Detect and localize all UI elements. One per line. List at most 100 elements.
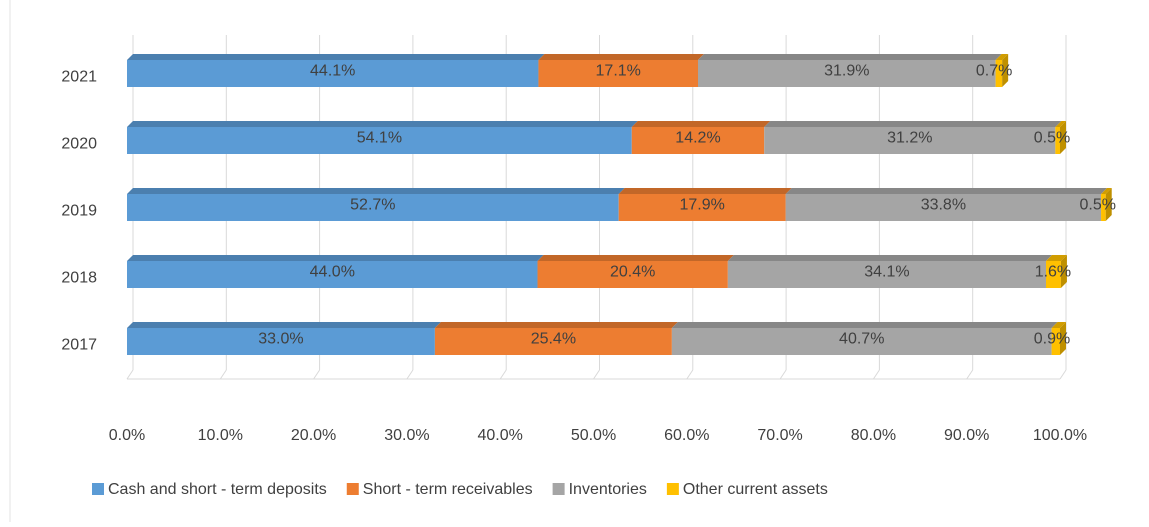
legend-swatch xyxy=(346,483,359,495)
bar-top xyxy=(995,54,1009,60)
grid-floor xyxy=(1059,369,1067,380)
grid-floor xyxy=(313,369,321,380)
grid-floor xyxy=(593,369,600,380)
x-tick-label: 30.0% xyxy=(384,427,429,444)
y-tick-label: 2017 xyxy=(61,337,97,354)
bar-top xyxy=(631,121,771,127)
x-tick-label: 80.0% xyxy=(851,427,896,444)
data-label: 40.7% xyxy=(839,331,884,348)
data-label: 0.7% xyxy=(976,63,1012,80)
legend-swatch xyxy=(92,483,104,495)
data-label: 0.5% xyxy=(1079,197,1115,214)
data-label: 0.9% xyxy=(1034,331,1070,348)
bar xyxy=(995,60,1003,87)
data-label: 54.1% xyxy=(357,130,402,147)
data-label: 25.4% xyxy=(531,331,576,348)
bar xyxy=(764,127,1056,154)
y-tick-label: 2019 xyxy=(61,203,97,220)
bar xyxy=(631,127,765,154)
bar xyxy=(127,127,632,154)
bar-top xyxy=(785,188,1108,194)
grid-floor xyxy=(686,369,694,380)
bar-side xyxy=(1060,255,1067,288)
bar-side xyxy=(1105,188,1112,221)
legend-swatch xyxy=(666,483,679,495)
legend-label: Short - term receivables xyxy=(363,481,533,498)
y-tick-label: 2021 xyxy=(61,69,97,86)
bar-top xyxy=(127,188,625,194)
bar-top xyxy=(538,54,704,60)
bar-top xyxy=(127,121,638,127)
data-label: 20.4% xyxy=(610,264,655,281)
bar-top xyxy=(1055,121,1066,127)
grid-floor xyxy=(779,369,787,380)
data-label: 0.5% xyxy=(1034,130,1070,147)
bar-top xyxy=(127,255,544,261)
y-tick-label: 2018 xyxy=(61,270,97,287)
bar xyxy=(127,328,435,355)
bar-top xyxy=(618,188,792,194)
grid-floor xyxy=(126,369,134,380)
bar xyxy=(785,194,1102,221)
bar xyxy=(127,194,619,221)
bar-top xyxy=(727,255,1053,261)
bar-side xyxy=(1060,322,1066,355)
bar-top xyxy=(1046,255,1067,261)
data-label: 44.1% xyxy=(310,63,355,80)
data-label: 31.9% xyxy=(824,63,869,80)
data-label: 33.8% xyxy=(921,197,966,214)
bar xyxy=(1046,261,1061,288)
bar-top xyxy=(1101,188,1112,194)
data-label: 14.2% xyxy=(675,130,720,147)
x-tick-label: 50.0% xyxy=(571,427,616,444)
x-tick-label: 90.0% xyxy=(944,427,989,444)
x-tick-label: 40.0% xyxy=(478,427,523,444)
bar xyxy=(434,328,672,355)
x-tick-label: 60.0% xyxy=(664,427,709,444)
data-label: 31.2% xyxy=(887,130,932,147)
x-tick-label: 100.0% xyxy=(1033,427,1087,444)
data-label: 34.1% xyxy=(864,264,909,281)
bar-top xyxy=(434,322,678,328)
grid-floor xyxy=(872,369,880,380)
grid-floor xyxy=(219,369,227,380)
grid-floor xyxy=(406,369,414,380)
y-tick-label: 2020 xyxy=(61,136,97,153)
grid-floor xyxy=(499,369,507,380)
legend-swatch xyxy=(552,483,565,495)
legend-label: Inventories xyxy=(569,481,647,498)
x-tick-label: 70.0% xyxy=(757,427,802,444)
legend-label: Other current assets xyxy=(683,481,828,498)
x-tick-label: 20.0% xyxy=(291,427,336,444)
bar-top xyxy=(537,255,734,261)
bar-top xyxy=(671,322,1058,328)
data-label: 1.6% xyxy=(1035,264,1071,281)
data-label: 44.0% xyxy=(310,264,355,281)
bar xyxy=(697,60,996,87)
data-label: 52.7% xyxy=(350,197,395,214)
bar-top xyxy=(764,121,1062,127)
x-tick-label: 10.0% xyxy=(198,427,243,444)
grid-floor xyxy=(966,369,974,380)
bar xyxy=(727,261,1047,288)
bar xyxy=(537,261,728,288)
bar xyxy=(1101,194,1106,221)
bar xyxy=(127,60,539,87)
data-label: 33.0% xyxy=(258,331,303,348)
bar xyxy=(1051,328,1060,355)
bar xyxy=(671,328,1052,355)
bar-side xyxy=(1002,54,1009,87)
bar xyxy=(127,261,538,288)
legend-label: Cash and short - term deposits xyxy=(108,481,327,498)
bar xyxy=(1055,127,1060,154)
bar-top xyxy=(1051,322,1066,328)
bar-top xyxy=(127,322,441,328)
bar-top xyxy=(127,54,545,60)
bar-side xyxy=(1060,121,1066,154)
data-label: 17.1% xyxy=(596,63,641,80)
bar-top xyxy=(697,54,1002,60)
bar xyxy=(618,194,786,221)
x-tick-label: 0.0% xyxy=(109,427,145,444)
bar xyxy=(538,60,698,87)
